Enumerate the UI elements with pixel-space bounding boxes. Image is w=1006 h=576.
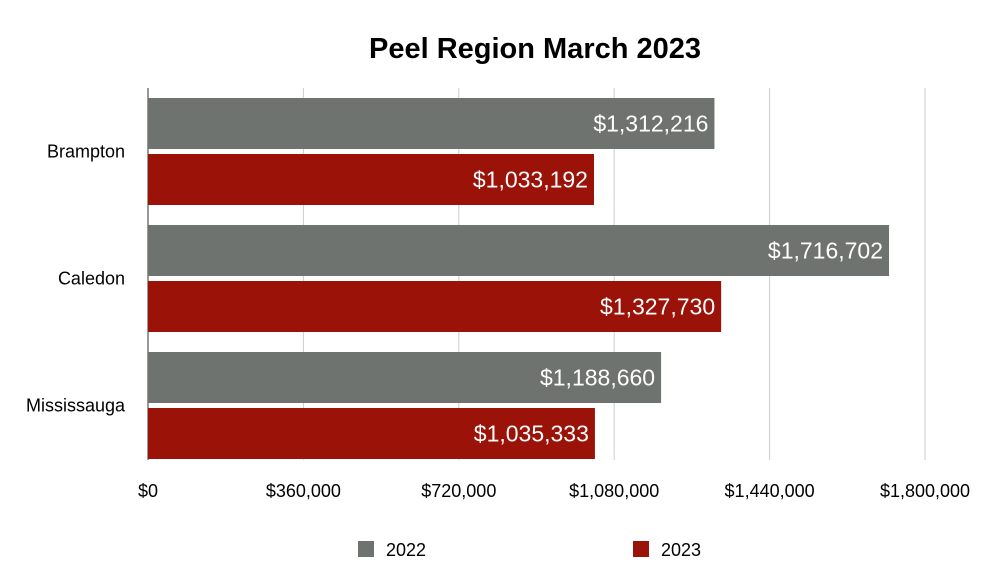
x-tick-label: $1,440,000 [725,481,815,501]
bar-2023-caledon [148,281,722,332]
x-tick-label: $1,080,000 [569,481,659,501]
bar-2022-brampton [148,98,715,149]
legend-swatch-2022 [358,541,374,557]
category-label-mississauga: Mississauga [26,396,126,416]
category-label-caledon: Caledon [58,269,125,289]
x-axis-ticks: $0 $360,000 $720,000 $1,080,000 $1,440,000 $1… [138,481,970,501]
legend-label-2023: 2023 [661,540,701,560]
x-tick-label: $1,800,000 [880,481,970,501]
data-label: $1,033,192 [473,167,588,193]
bar-2022-caledon [148,225,890,276]
legend: 2022 2023 [358,540,701,560]
legend-label-2022: 2022 [386,540,426,560]
bar-2023-mississauga [148,408,595,459]
bar-2022-mississauga [148,352,662,403]
data-label: $1,327,730 [600,294,715,320]
chart-title: Peel Region March 2023 [369,33,701,65]
bar-2023-brampton [148,154,594,205]
legend-swatch-2023 [633,541,649,557]
category-labels: Brampton Caledon Mississauga [26,142,126,416]
category-label-brampton: Brampton [47,142,125,162]
x-tick-label: $360,000 [266,481,341,501]
x-tick-label: $720,000 [421,481,496,501]
data-label: $1,716,702 [768,238,883,264]
data-label: $1,312,216 [593,111,708,137]
x-tick-label: $0 [138,481,158,501]
bars [148,98,890,459]
data-label: $1,035,333 [474,421,589,447]
data-label: $1,188,660 [540,365,655,391]
data-labels: $1,312,216 $1,033,192 $1,716,702 $1,327,730… [473,111,883,447]
